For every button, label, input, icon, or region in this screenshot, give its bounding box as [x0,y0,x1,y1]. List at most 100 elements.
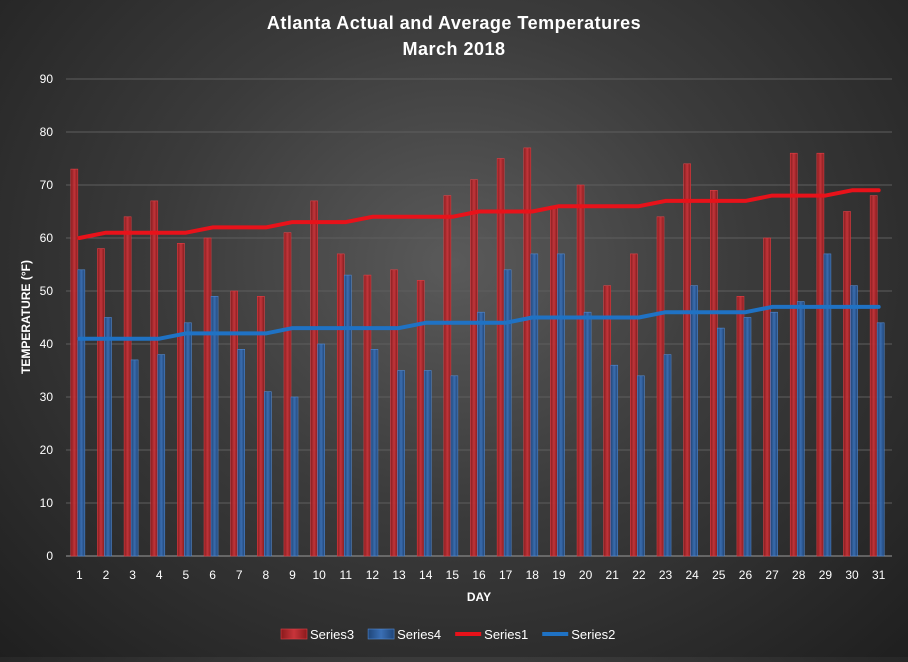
y-tick-label: 60 [40,231,54,245]
bar-series3 [283,232,292,557]
bar-series3 [123,216,132,557]
bar-series3 [576,184,585,557]
bar-series3 [230,290,238,557]
y-axis-ticks: 0 10 20 30 40 50 60 70 80 90 [40,72,54,563]
bar-series3 [816,152,825,557]
bar-series3 [869,195,878,557]
y-tick-label: 40 [40,337,54,351]
bar-series4 [583,311,592,557]
bar-series3 [443,195,452,557]
bar-series4 [503,269,512,557]
x-tick-label: 27 [765,568,779,582]
y-tick-label: 0 [46,549,53,563]
bar-series4 [130,359,139,557]
y-tick-label: 90 [40,72,54,86]
bar-series3 [736,295,745,557]
bar-series3 [763,237,771,557]
bar-series4 [530,253,539,557]
chart-subtitle: March 2018 [402,39,505,59]
bar-series3 [97,248,105,557]
bar-series3 [789,152,798,557]
bar-series4 [823,253,832,557]
x-tick-label: 5 [183,568,190,582]
x-tick-label: 15 [446,568,460,582]
bar-series4 [796,301,805,557]
bars [70,147,885,557]
x-tick-label: 12 [366,568,380,582]
bar-series3 [496,158,505,557]
bar-series3 [203,237,212,557]
bar-series3 [523,147,532,557]
legend-label-series2: Series2 [571,627,615,642]
bar-series3 [70,168,79,557]
x-tick-label: 30 [845,568,859,582]
bar-series4 [290,396,299,557]
bar-series4 [423,370,432,557]
x-tick-label: 19 [552,568,566,582]
bar-series3 [177,243,185,557]
bar-series4 [637,375,645,557]
y-tick-label: 10 [40,496,54,510]
legend-label-series4: Series4 [397,627,441,642]
bar-series4 [610,364,619,557]
bar-series3 [310,200,318,557]
lines [77,188,881,341]
y-tick-label: 80 [40,125,54,139]
bar-series3 [603,285,612,557]
bar-series4 [343,274,352,557]
x-tick-label: 22 [632,568,646,582]
y-axis-title: TEMPERATURE (°F) [19,260,33,374]
x-tick-label: 20 [579,568,593,582]
bar-series3 [630,253,638,557]
bar-series3 [550,205,558,557]
x-tick-label: 8 [262,568,269,582]
bar-series4 [770,311,778,557]
x-tick-label: 3 [129,568,136,582]
x-tick-label: 2 [103,568,110,582]
bar-series4 [370,348,379,557]
x-tick-label: 29 [819,568,833,582]
x-tick-label: 24 [685,568,699,582]
bar-series4 [104,317,112,557]
x-axis-title: DAY [467,590,491,604]
bar-series4 [397,370,405,557]
y-tick-label: 50 [40,284,54,298]
x-tick-label: 16 [472,568,486,582]
x-tick-label: 25 [712,568,726,582]
bar-series3 [710,190,718,557]
bar-series4 [184,322,192,557]
bar-series4 [690,285,698,557]
legend: Series3 Series4 Series1 Series2 [280,627,615,642]
x-tick-label: 26 [739,568,753,582]
bar-series4 [717,327,725,557]
x-tick-label: 14 [419,568,433,582]
legend-label-series3: Series3 [310,627,354,642]
bar-series4 [876,322,885,557]
bar-series3 [843,211,851,557]
x-tick-label: 10 [312,568,326,582]
line-series1 [77,188,881,240]
bar-series4 [210,295,219,557]
legend-swatch-series4 [367,628,395,640]
bar-series3 [390,269,398,557]
bar-series3 [150,200,159,557]
x-tick-label: 18 [526,568,540,582]
x-tick-label: 13 [392,568,406,582]
x-tick-label: 4 [156,568,163,582]
bar-series3 [656,216,665,557]
bar-series4 [477,311,485,557]
line-series2 [77,304,881,341]
x-tick-label: 6 [209,568,216,582]
y-tick-label: 30 [40,390,54,404]
chart-title: Atlanta Actual and Average Temperatures [267,13,641,33]
x-tick-label: 17 [499,568,513,582]
legend-swatch-series3 [280,628,308,640]
bar-series3 [683,163,691,557]
bar-series4 [557,253,565,557]
bar-series4 [264,391,272,557]
x-tick-label: 7 [236,568,243,582]
bar-series4 [157,354,166,557]
bar-series4 [237,348,245,557]
bar-series4 [317,343,325,557]
